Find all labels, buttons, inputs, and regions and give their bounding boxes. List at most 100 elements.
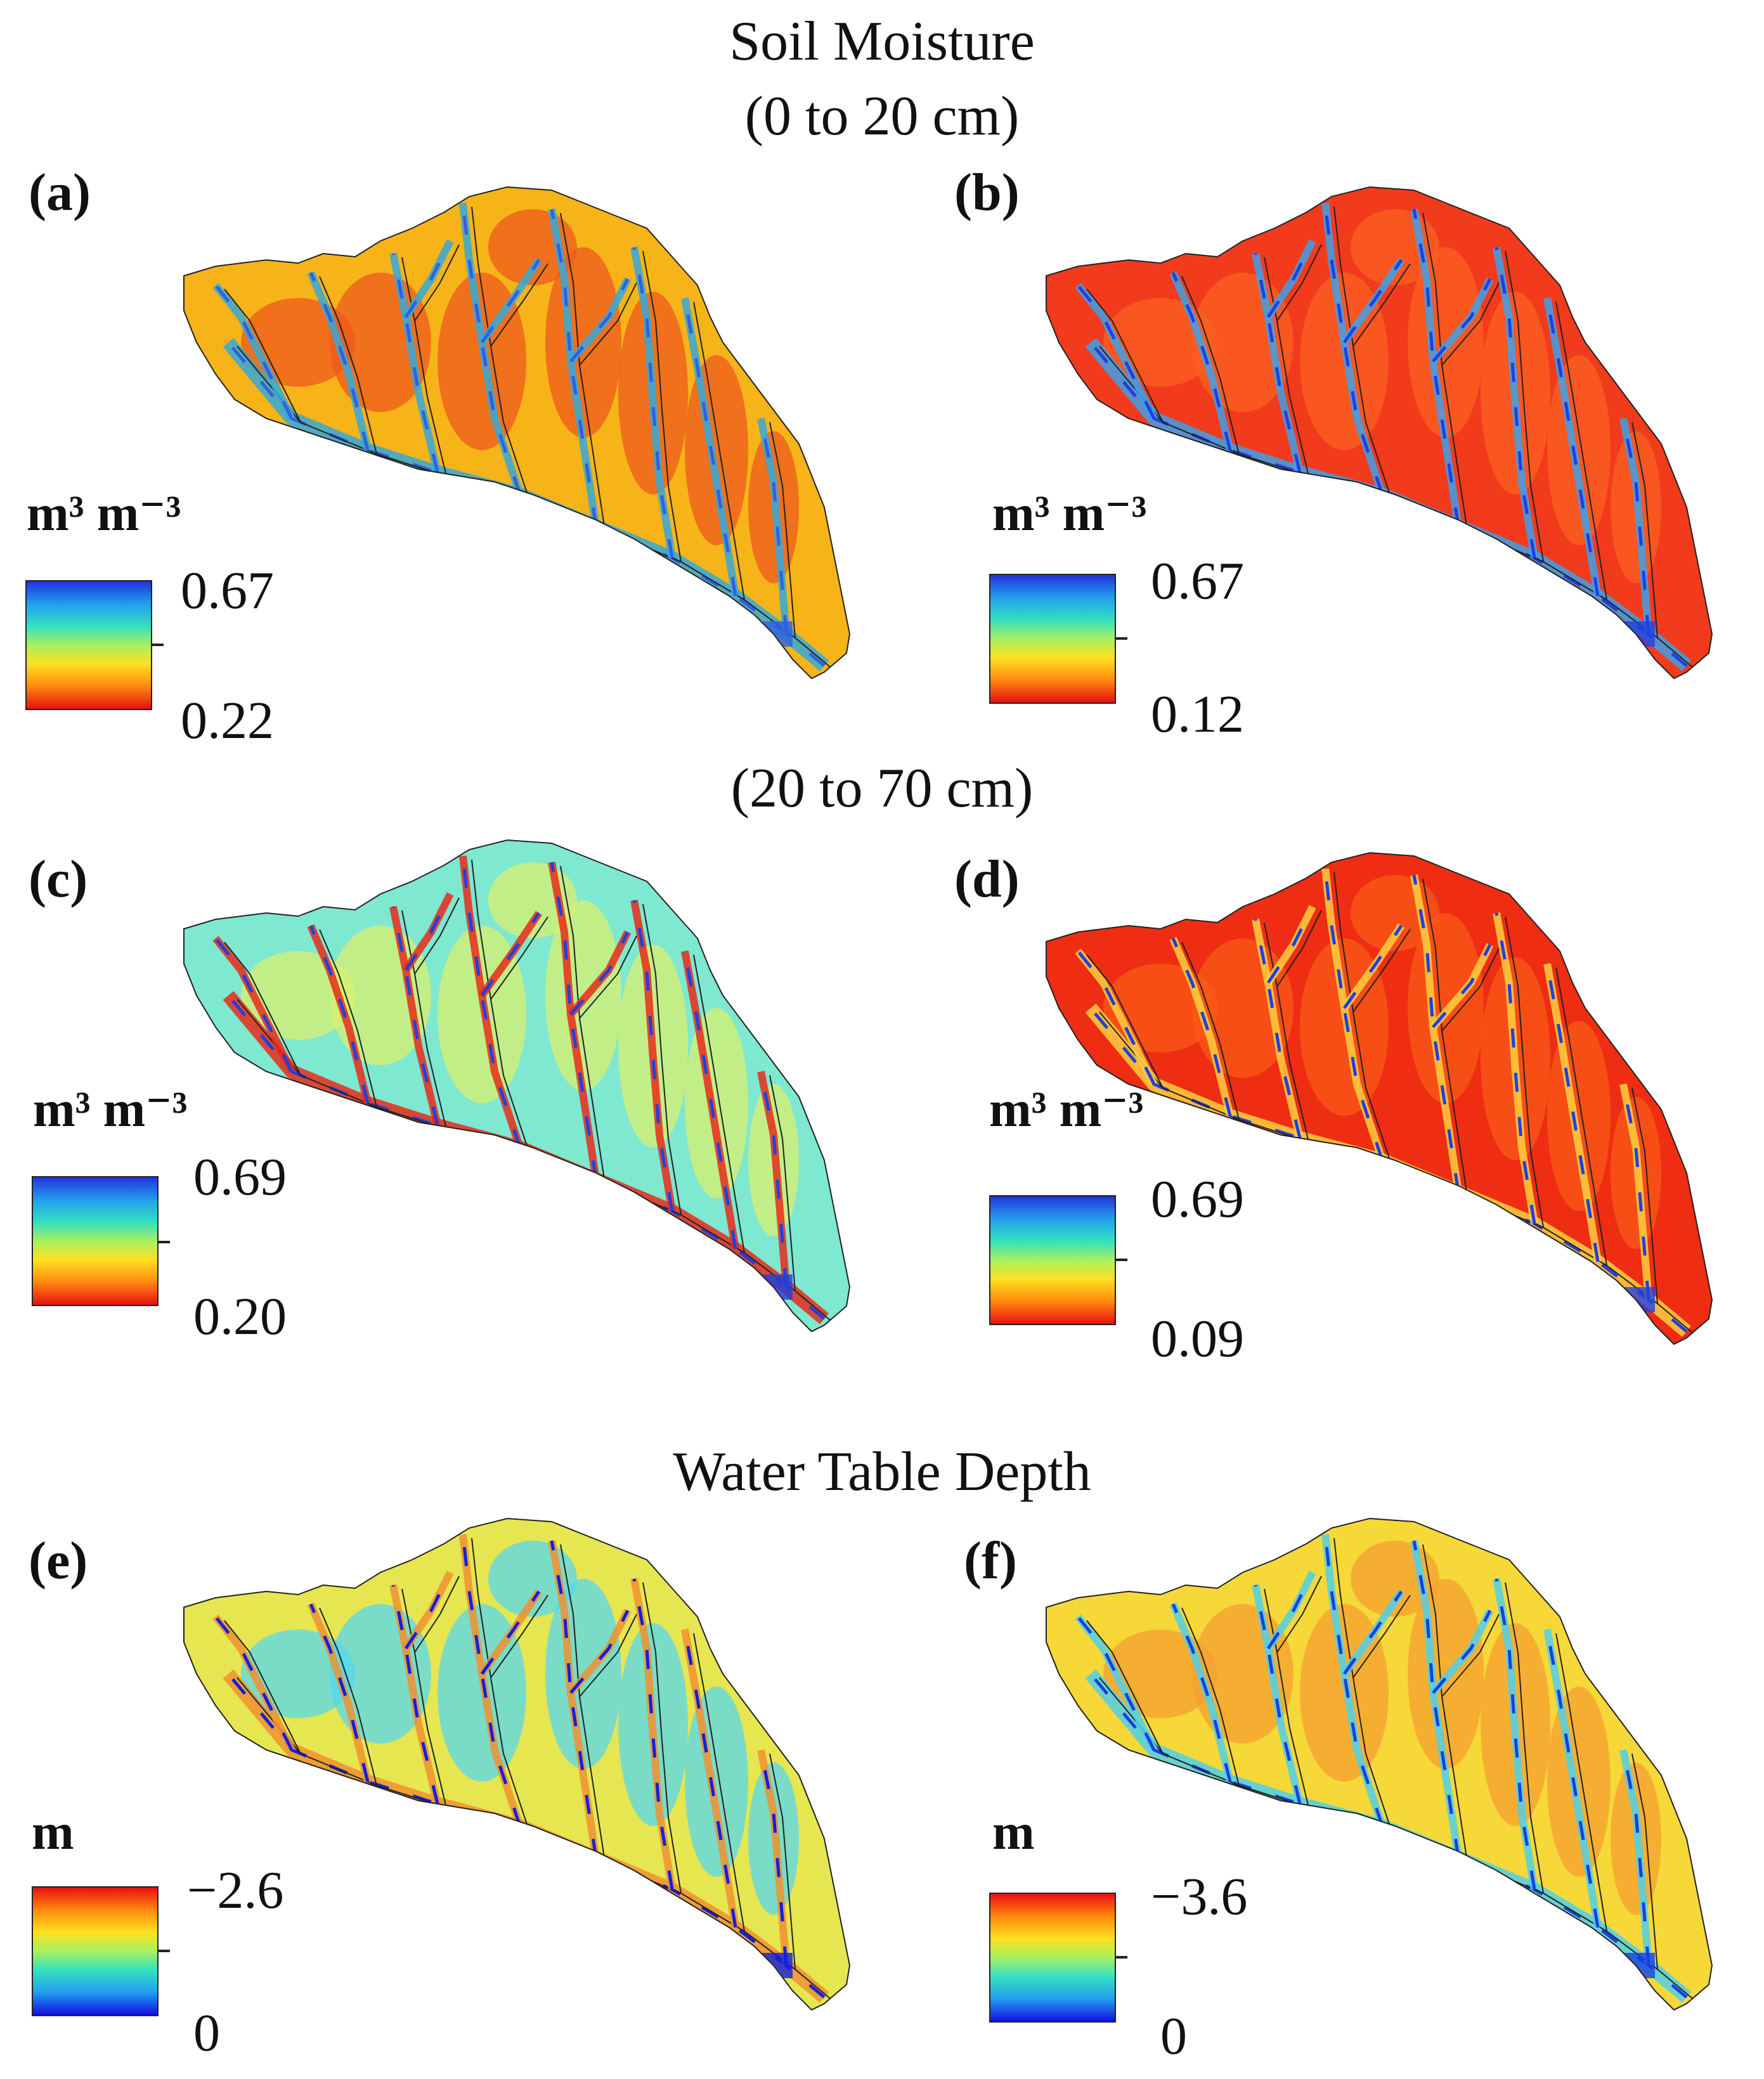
channel-cells xyxy=(683,297,737,597)
colorbar-tick-a xyxy=(152,644,164,646)
subbasin-boundary xyxy=(224,942,301,1076)
subbasin-boundary xyxy=(579,1614,637,1697)
channel-cells xyxy=(461,1534,522,1827)
channel-cells xyxy=(1545,963,1600,1262)
map-panel-e xyxy=(183,1517,851,2011)
subbasin-boundary xyxy=(1631,1087,1658,1304)
channel-cells xyxy=(1621,418,1651,635)
subbasin-boundary xyxy=(1441,948,1500,1032)
colorbar-min-c: 0.20 xyxy=(193,1287,287,1346)
subbasin-boundary xyxy=(319,1607,377,1786)
moisture-zone xyxy=(685,355,748,545)
subbasin-boundary xyxy=(1555,967,1607,1266)
channel-cells xyxy=(632,247,674,559)
subbasin-boundary xyxy=(1631,422,1658,638)
subbasin-boundary xyxy=(1264,257,1309,477)
subbasin-boundary xyxy=(769,1753,796,1970)
stream-channel xyxy=(307,1602,372,1783)
map-panel-d xyxy=(1046,852,1713,1345)
panel-label-e: (e) xyxy=(29,1531,88,1590)
channel-cells xyxy=(404,240,452,318)
channel-cells xyxy=(569,931,630,1016)
subbasin-boundary xyxy=(319,276,377,455)
colorbar-min-b: 0.12 xyxy=(1151,685,1244,744)
channel-cells xyxy=(214,284,294,420)
subbasin-boundary xyxy=(490,916,548,1000)
colorbar-max-e: −2.6 xyxy=(187,1861,284,1920)
watershed-outline xyxy=(183,1517,851,2011)
colorbar-unit-c: m³ m⁻³ xyxy=(33,1082,188,1137)
subbasin-boundary xyxy=(1631,1753,1658,1970)
map-panel-b xyxy=(1046,186,1713,680)
channel-cells xyxy=(461,202,522,495)
subbasin-boundary xyxy=(1086,1620,1164,1754)
stream-channel xyxy=(1169,936,1234,1117)
channel-cells xyxy=(1342,259,1403,344)
channel-cells xyxy=(550,862,598,1180)
subbasin-boundary xyxy=(490,1595,548,1678)
moisture-zone xyxy=(241,298,355,387)
subbasin-boundary xyxy=(1352,929,1411,1013)
channel-cells xyxy=(214,937,294,1073)
channel-cells xyxy=(404,1571,452,1650)
channel-cells xyxy=(1323,202,1384,495)
subbasin-boundary xyxy=(693,301,745,600)
channel-cells xyxy=(480,259,541,344)
colorbar-tick-b xyxy=(1116,637,1127,640)
colorbar-unit-e: m xyxy=(32,1804,74,1860)
subbasin-boundary xyxy=(1264,923,1309,1143)
map-panel-c xyxy=(183,839,851,1333)
colorbar-min-f: 0 xyxy=(1160,2007,1187,2066)
channel-cells xyxy=(1621,1749,1651,1966)
colorbar-max-b: 0.67 xyxy=(1151,552,1244,611)
subbasin-boundary xyxy=(769,422,796,638)
subbasin-boundary xyxy=(1276,244,1322,321)
channel-cells xyxy=(683,950,737,1250)
watershed-outline xyxy=(183,839,851,1333)
channel-cells xyxy=(1432,943,1492,1028)
subbasin-boundary xyxy=(1086,288,1164,423)
channel-cells xyxy=(1412,1540,1460,1858)
subbasin-boundary xyxy=(1352,263,1411,347)
subbasin-boundary xyxy=(1505,1582,1544,1894)
subbasin-boundary xyxy=(1181,276,1240,455)
channel-cells xyxy=(1412,874,1460,1193)
subbasin-boundary xyxy=(401,1588,447,1808)
channel-cells xyxy=(1077,950,1156,1085)
layer-top-title: (0 to 20 cm) xyxy=(744,86,1020,147)
channel-cells xyxy=(1254,919,1302,1139)
channel-cells xyxy=(1495,1578,1536,1890)
channel-cells xyxy=(1495,912,1536,1224)
channel-cells xyxy=(683,1629,737,1928)
map-panel-a xyxy=(183,186,851,680)
panel-label-a: (a) xyxy=(29,163,91,222)
panel-label-d: (d) xyxy=(954,850,1020,909)
channel-cells xyxy=(391,906,439,1126)
channel-cells xyxy=(1432,278,1492,363)
channel-cells xyxy=(1266,240,1314,318)
watershed-outline xyxy=(1046,852,1713,1345)
channel-cells xyxy=(1323,868,1384,1161)
panel-label-f: (f) xyxy=(964,1531,1017,1590)
colorbar-tick-c xyxy=(159,1241,170,1243)
colorbar-max-f: −3.6 xyxy=(1151,1867,1248,1926)
channel-cells xyxy=(759,1071,788,1288)
subbasin-boundary xyxy=(1264,1588,1309,1808)
channel-cells xyxy=(1621,1084,1651,1300)
subbasin-boundary xyxy=(642,903,682,1215)
colorbar-d xyxy=(989,1195,1116,1325)
colorbar-unit-d: m³ m⁻³ xyxy=(989,1082,1144,1137)
map-panel-f xyxy=(1046,1517,1713,2011)
colorbar-min-a: 0.22 xyxy=(181,691,274,750)
water-table-title: Water Table Depth xyxy=(673,1441,1091,1503)
channel-cells xyxy=(1342,1590,1403,1675)
channel-cells xyxy=(1323,1534,1384,1827)
subbasin-boundary xyxy=(224,1620,301,1754)
channel-cells xyxy=(759,418,788,635)
subbasin-boundary xyxy=(224,288,301,423)
subbasin-boundary xyxy=(1441,1614,1500,1697)
channel-cells xyxy=(632,1578,674,1890)
subbasin-boundary xyxy=(1276,1576,1322,1653)
colorbar-e xyxy=(32,1886,159,2016)
panel-label-c: (c) xyxy=(29,850,88,909)
